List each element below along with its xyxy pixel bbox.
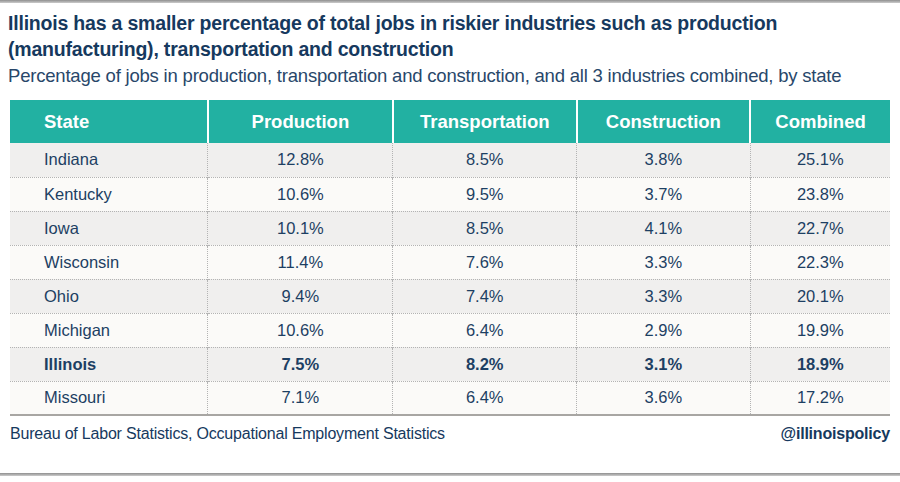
jobs-by-state-table: State Production Transportation Construc… bbox=[10, 100, 890, 416]
table-row: Indiana12.8%8.5%3.8%25.1% bbox=[10, 143, 890, 177]
page-title: Illinois has a smaller percentage of tot… bbox=[8, 10, 890, 62]
table-row: Wisconsin11.4%7.6%3.3%22.3% bbox=[10, 245, 890, 279]
value-cell: 22.7% bbox=[750, 211, 890, 245]
source-attribution: Bureau of Labor Statistics, Occupational… bbox=[10, 425, 445, 443]
table-row: Kentucky10.6%9.5%3.7%23.8% bbox=[10, 177, 890, 211]
value-cell: 12.8% bbox=[208, 143, 393, 177]
value-cell: 7.6% bbox=[393, 245, 577, 279]
page-subtitle: Percentage of jobs in production, transp… bbox=[8, 64, 890, 88]
value-cell: 22.3% bbox=[750, 245, 890, 279]
value-cell: 3.7% bbox=[577, 177, 750, 211]
value-cell: 3.6% bbox=[577, 381, 750, 415]
value-cell: 17.2% bbox=[750, 381, 890, 415]
top-divider bbox=[0, 0, 900, 3]
value-cell: 9.5% bbox=[393, 177, 577, 211]
state-cell: Wisconsin bbox=[10, 245, 208, 279]
value-cell: 10.1% bbox=[208, 211, 393, 245]
value-cell: 7.4% bbox=[393, 279, 577, 313]
value-cell: 4.1% bbox=[577, 211, 750, 245]
column-header-production: Production bbox=[208, 100, 393, 143]
column-header-state: State bbox=[10, 100, 208, 143]
column-header-transportation: Transportation bbox=[393, 100, 577, 143]
table-row: Ohio9.4%7.4%3.3%20.1% bbox=[10, 279, 890, 313]
value-cell: 3.8% bbox=[577, 143, 750, 177]
value-cell: 10.6% bbox=[208, 313, 393, 347]
value-cell: 10.6% bbox=[208, 177, 393, 211]
value-cell: 8.5% bbox=[393, 143, 577, 177]
state-cell: Ohio bbox=[10, 279, 208, 313]
bottom-divider bbox=[0, 473, 900, 476]
twitter-handle: @illinoispolicy bbox=[780, 425, 890, 443]
state-cell: Michigan bbox=[10, 313, 208, 347]
value-cell: 19.9% bbox=[750, 313, 890, 347]
state-cell: Missouri bbox=[10, 381, 208, 415]
table-header-row: State Production Transportation Construc… bbox=[10, 100, 890, 143]
value-cell: 6.4% bbox=[393, 313, 577, 347]
value-cell: 6.4% bbox=[393, 381, 577, 415]
value-cell: 8.5% bbox=[393, 211, 577, 245]
value-cell: 3.3% bbox=[577, 245, 750, 279]
value-cell: 3.3% bbox=[577, 279, 750, 313]
value-cell: 18.9% bbox=[750, 347, 890, 381]
table-row: Missouri7.1%6.4%3.6%17.2% bbox=[10, 381, 890, 415]
table-row: Iowa10.1%8.5%4.1%22.7% bbox=[10, 211, 890, 245]
value-cell: 25.1% bbox=[750, 143, 890, 177]
state-cell: Iowa bbox=[10, 211, 208, 245]
table-row: Michigan10.6%6.4%2.9%19.9% bbox=[10, 313, 890, 347]
value-cell: 20.1% bbox=[750, 279, 890, 313]
value-cell: 9.4% bbox=[208, 279, 393, 313]
value-cell: 7.1% bbox=[208, 381, 393, 415]
value-cell: 11.4% bbox=[208, 245, 393, 279]
table-row: Illinois7.5%8.2%3.1%18.9% bbox=[10, 347, 890, 381]
value-cell: 8.2% bbox=[393, 347, 577, 381]
value-cell: 2.9% bbox=[577, 313, 750, 347]
column-header-construction: Construction bbox=[577, 100, 750, 143]
value-cell: 7.5% bbox=[208, 347, 393, 381]
column-header-combined: Combined bbox=[750, 100, 890, 143]
footer: Bureau of Labor Statistics, Occupational… bbox=[10, 425, 890, 443]
value-cell: 3.1% bbox=[577, 347, 750, 381]
state-cell: Illinois bbox=[10, 347, 208, 381]
value-cell: 23.8% bbox=[750, 177, 890, 211]
state-cell: Indiana bbox=[10, 143, 208, 177]
state-cell: Kentucky bbox=[10, 177, 208, 211]
